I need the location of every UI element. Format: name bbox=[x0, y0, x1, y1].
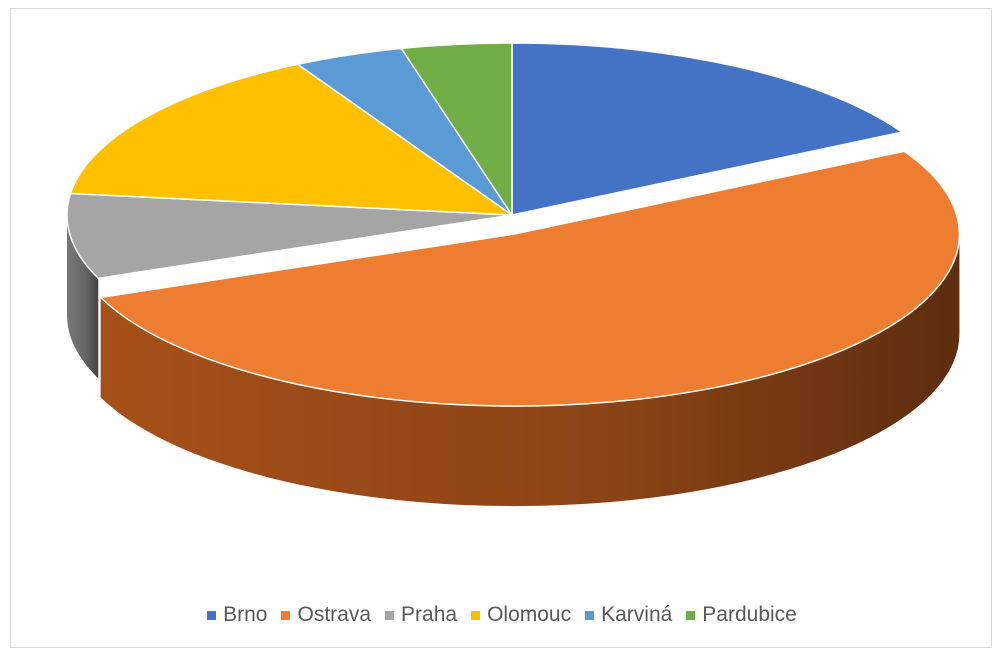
legend-label: Pardubice bbox=[702, 603, 797, 626]
pie-chart bbox=[66, 42, 961, 507]
legend-item-pardubice: Pardubice bbox=[686, 603, 797, 627]
pie-slice-praha bbox=[66, 192, 513, 280]
pie-side-shade bbox=[100, 234, 960, 507]
legend-label: Karviná bbox=[601, 603, 673, 626]
pie-slice-pardubice bbox=[400, 42, 513, 218]
legend-swatch bbox=[385, 610, 395, 620]
pie-slice-olomouc bbox=[69, 63, 515, 216]
legend-label: Ostrava bbox=[297, 603, 372, 626]
legend-swatch bbox=[471, 610, 481, 620]
legend-item-karvina: Karviná bbox=[585, 603, 672, 627]
legend-item-brno: Brno bbox=[207, 603, 267, 627]
legend-swatch bbox=[281, 610, 291, 620]
legend: Brno Ostrava Praha Olomouc Karviná Pardu… bbox=[0, 603, 1004, 627]
pie-slice-brno bbox=[511, 42, 904, 216]
legend-item-olomouc: Olomouc bbox=[471, 603, 571, 627]
legend-label: Praha bbox=[401, 603, 458, 626]
pie-side-shade bbox=[67, 215, 99, 379]
legend-swatch bbox=[207, 610, 217, 620]
pie-slices bbox=[66, 42, 961, 507]
legend-item-praha: Praha bbox=[385, 603, 457, 627]
pie-slice-ostrava bbox=[99, 150, 961, 407]
legend-label: Brno bbox=[223, 603, 268, 626]
legend-swatch bbox=[686, 610, 696, 620]
legend-item-ostrava: Ostrava bbox=[281, 603, 371, 627]
legend-swatch bbox=[585, 610, 595, 620]
legend-label: Olomouc bbox=[487, 603, 572, 626]
